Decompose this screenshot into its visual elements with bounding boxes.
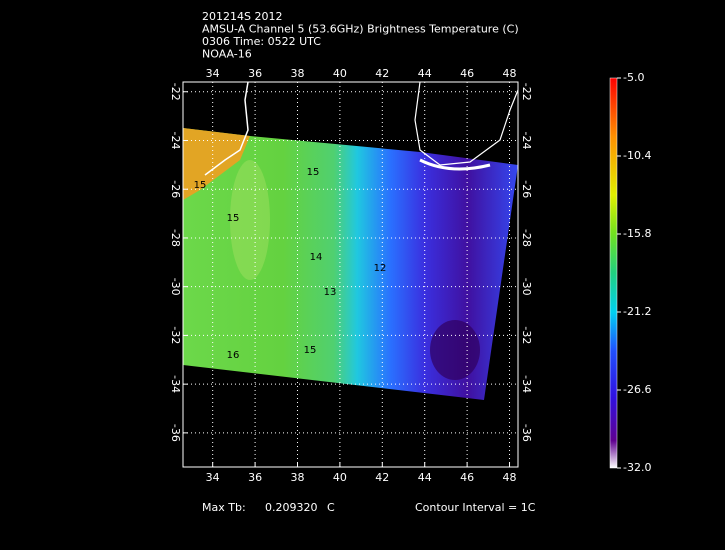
- footer-interval: Contour Interval = 1C: [415, 501, 536, 514]
- title-line: 0306 Time: 0522 UTC: [202, 35, 321, 48]
- colorbar-label: -10.4: [623, 149, 651, 162]
- x-tick-label: 44: [418, 67, 432, 80]
- x-tick-label: 48: [503, 67, 517, 80]
- contour-label: 15: [194, 180, 207, 191]
- y-tick-label: -28: [520, 229, 533, 247]
- field: [183, 81, 519, 400]
- title-line: 201214S 2012: [202, 10, 282, 23]
- y-tick-label: -24: [169, 131, 182, 149]
- plot-frame: [182, 81, 519, 468]
- x-tick-label: 44: [418, 471, 432, 484]
- y-tick-label: -26: [520, 180, 533, 198]
- colorbar-label: -21.2: [623, 305, 651, 318]
- colorbar-label: -26.6: [623, 383, 651, 396]
- footer-max-label: Max Tb:: [202, 501, 246, 514]
- x-tick-label: 34: [206, 471, 220, 484]
- y-tick-label: -30: [520, 278, 533, 296]
- colorbar-label: -5.0: [623, 71, 644, 84]
- x-tick-label: 40: [333, 471, 347, 484]
- y-tick-label: -24: [520, 131, 533, 149]
- x-tick-label: 46: [460, 67, 474, 80]
- contour-label: 13: [324, 287, 337, 298]
- y-tick-label: -30: [169, 278, 182, 296]
- x-tick-label: 42: [375, 67, 389, 80]
- footer-max-value: 0.209320: [265, 501, 318, 514]
- y-tick-label: -26: [169, 180, 182, 198]
- y-tick-label: -22: [520, 83, 533, 101]
- y-tick-label: -36: [520, 424, 533, 442]
- x-tick-label: 36: [248, 471, 262, 484]
- x-tick-label: 38: [290, 67, 304, 80]
- x-tick-label: 42: [375, 471, 389, 484]
- x-tick-label: 46: [460, 471, 474, 484]
- x-tick-label: 34: [206, 67, 220, 80]
- contour-label: 15: [227, 213, 240, 224]
- y-tick-label: -34: [169, 375, 182, 393]
- colorbar-label: -32.0: [623, 461, 651, 474]
- contour-label: 14: [310, 252, 323, 263]
- y-tick-label: -32: [520, 326, 533, 344]
- y-tick-label: -34: [520, 375, 533, 393]
- colorbar-label: -15.8: [623, 227, 651, 240]
- title-line: AMSU-A Channel 5 (53.6GHz) Brightness Te…: [202, 23, 519, 36]
- contour-label: 16: [227, 350, 240, 361]
- contour-label: 12: [374, 263, 387, 274]
- y-tick-label: -36: [169, 424, 182, 442]
- x-tick-label: 36: [248, 67, 262, 80]
- contour-label: 15: [307, 167, 320, 178]
- footer-max-unit: C: [327, 501, 335, 514]
- y-tick-label: -22: [169, 83, 182, 101]
- colorbar: [609, 77, 618, 469]
- contour-label: 15: [304, 345, 317, 356]
- x-tick-label: 40: [333, 67, 347, 80]
- y-tick-label: -28: [169, 229, 182, 247]
- x-tick-label: 48: [503, 471, 517, 484]
- y-tick-label: -32: [169, 326, 182, 344]
- x-tick-label: 38: [290, 471, 304, 484]
- title-line: NOAA-16: [202, 48, 252, 61]
